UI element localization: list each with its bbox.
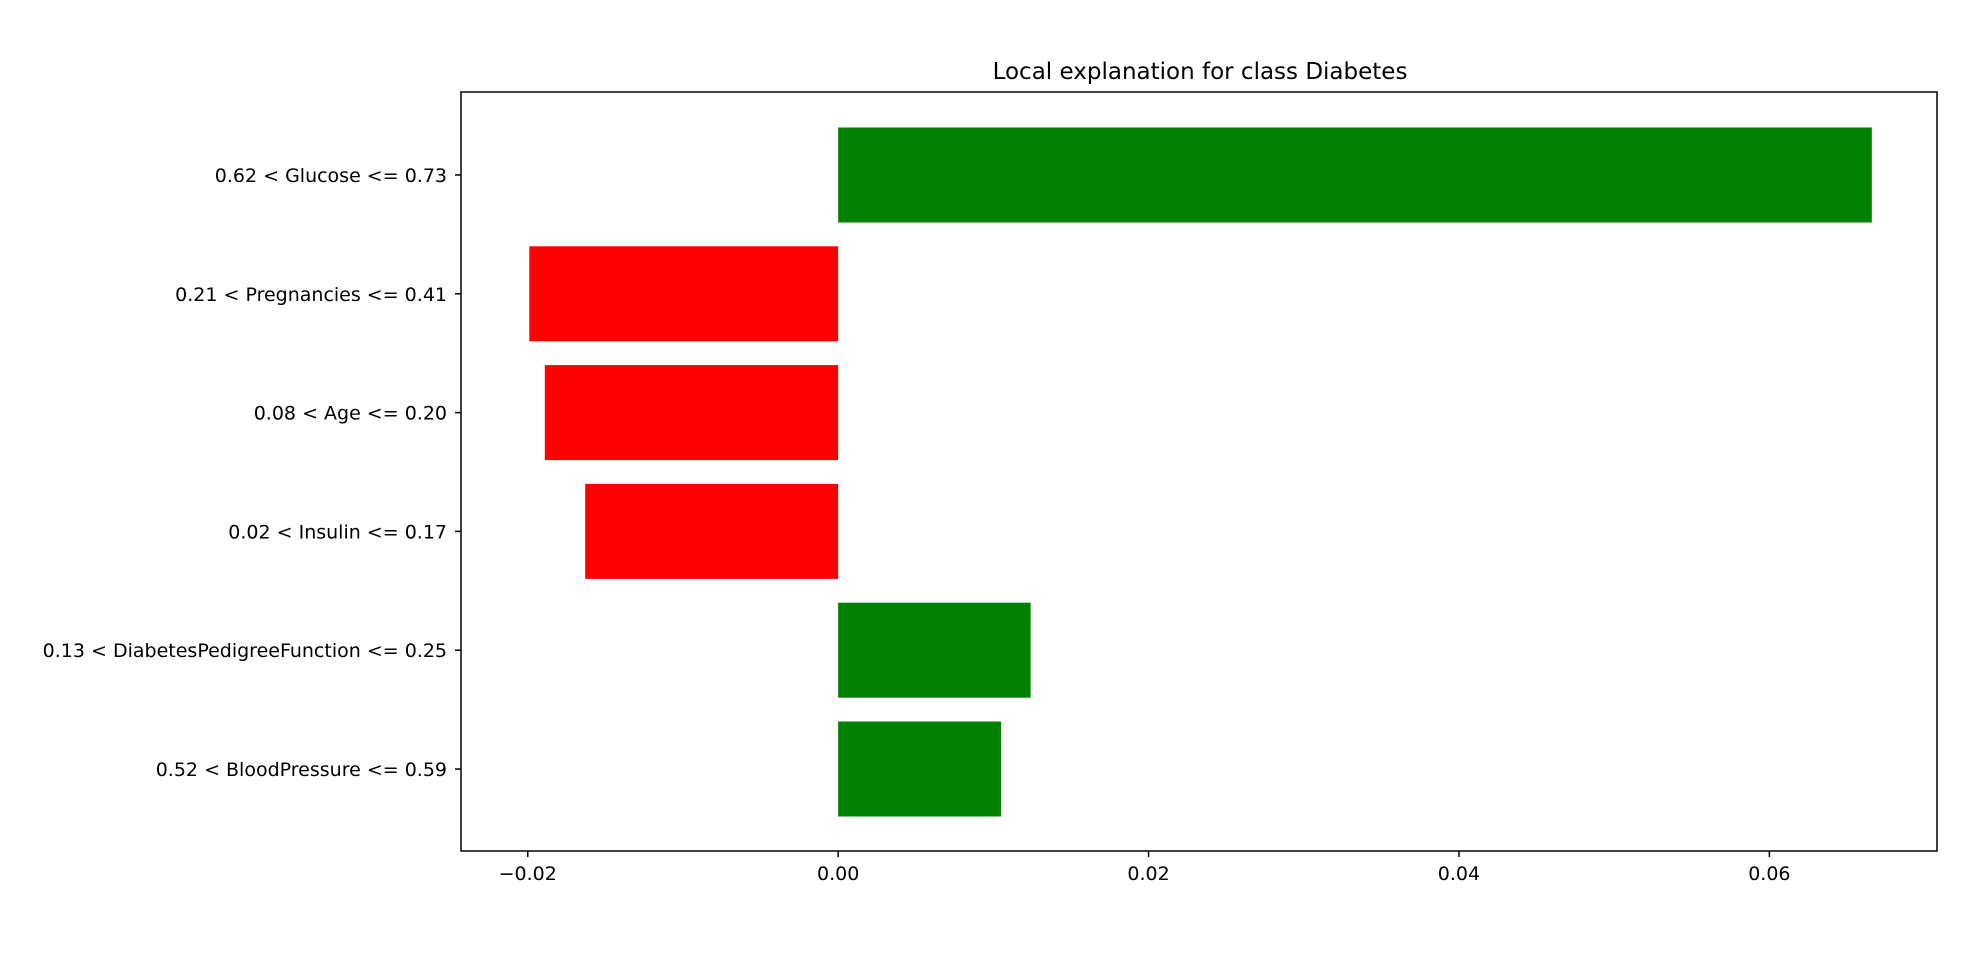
x-tick-label: 0.00 (817, 863, 859, 885)
x-axis-ticks: −0.02 0.00 0.02 0.04 0.06 (499, 851, 1791, 885)
bar-diabetespedigreefunction (838, 602, 1031, 698)
x-tick-label: 0.04 (1438, 863, 1480, 885)
y-tick-label: 0.21 < Pregnancies <= 0.41 (175, 284, 447, 306)
y-tick-label: 0.08 < Age <= 0.20 (254, 403, 447, 425)
bars-layer (529, 127, 1872, 817)
y-tick-label: 0.52 < BloodPressure <= 0.59 (156, 759, 447, 781)
bar-insulin (585, 483, 839, 579)
x-tick-label: −0.02 (499, 863, 557, 885)
chart-title: Local explanation for class Diabetes (993, 59, 1408, 85)
bar-pregnancies (529, 246, 839, 342)
bar-glucose (838, 127, 1872, 223)
plot-frame (460, 91, 1938, 852)
bar-age (544, 365, 839, 461)
y-tick-label: 0.02 < Insulin <= 0.17 (228, 521, 447, 543)
bar-bloodpressure (838, 721, 1002, 817)
y-tick-label: 0.13 < DiabetesPedigreeFunction <= 0.25 (43, 640, 447, 662)
x-tick-label: 0.06 (1748, 863, 1790, 885)
y-tick-label: 0.62 < Glucose <= 0.73 (215, 165, 447, 187)
category-labels: 0.62 < Glucose <= 0.73 0.21 < Pregnancies… (43, 165, 461, 781)
x-tick-label: 0.02 (1127, 863, 1169, 885)
